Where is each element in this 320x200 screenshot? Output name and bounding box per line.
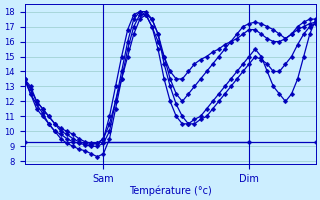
X-axis label: Température (°c): Température (°c) bbox=[129, 185, 212, 196]
